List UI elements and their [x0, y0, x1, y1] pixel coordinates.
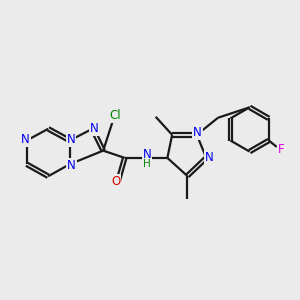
Text: N: N [21, 133, 30, 146]
Text: N: N [193, 126, 202, 139]
Text: Cl: Cl [110, 110, 121, 122]
Text: N: N [67, 133, 75, 146]
Text: N: N [142, 148, 151, 160]
Text: F: F [278, 143, 284, 156]
Text: O: O [111, 175, 121, 188]
Text: N: N [90, 122, 98, 135]
Text: H: H [143, 159, 151, 169]
Text: N: N [67, 159, 76, 172]
Text: N: N [205, 152, 214, 164]
